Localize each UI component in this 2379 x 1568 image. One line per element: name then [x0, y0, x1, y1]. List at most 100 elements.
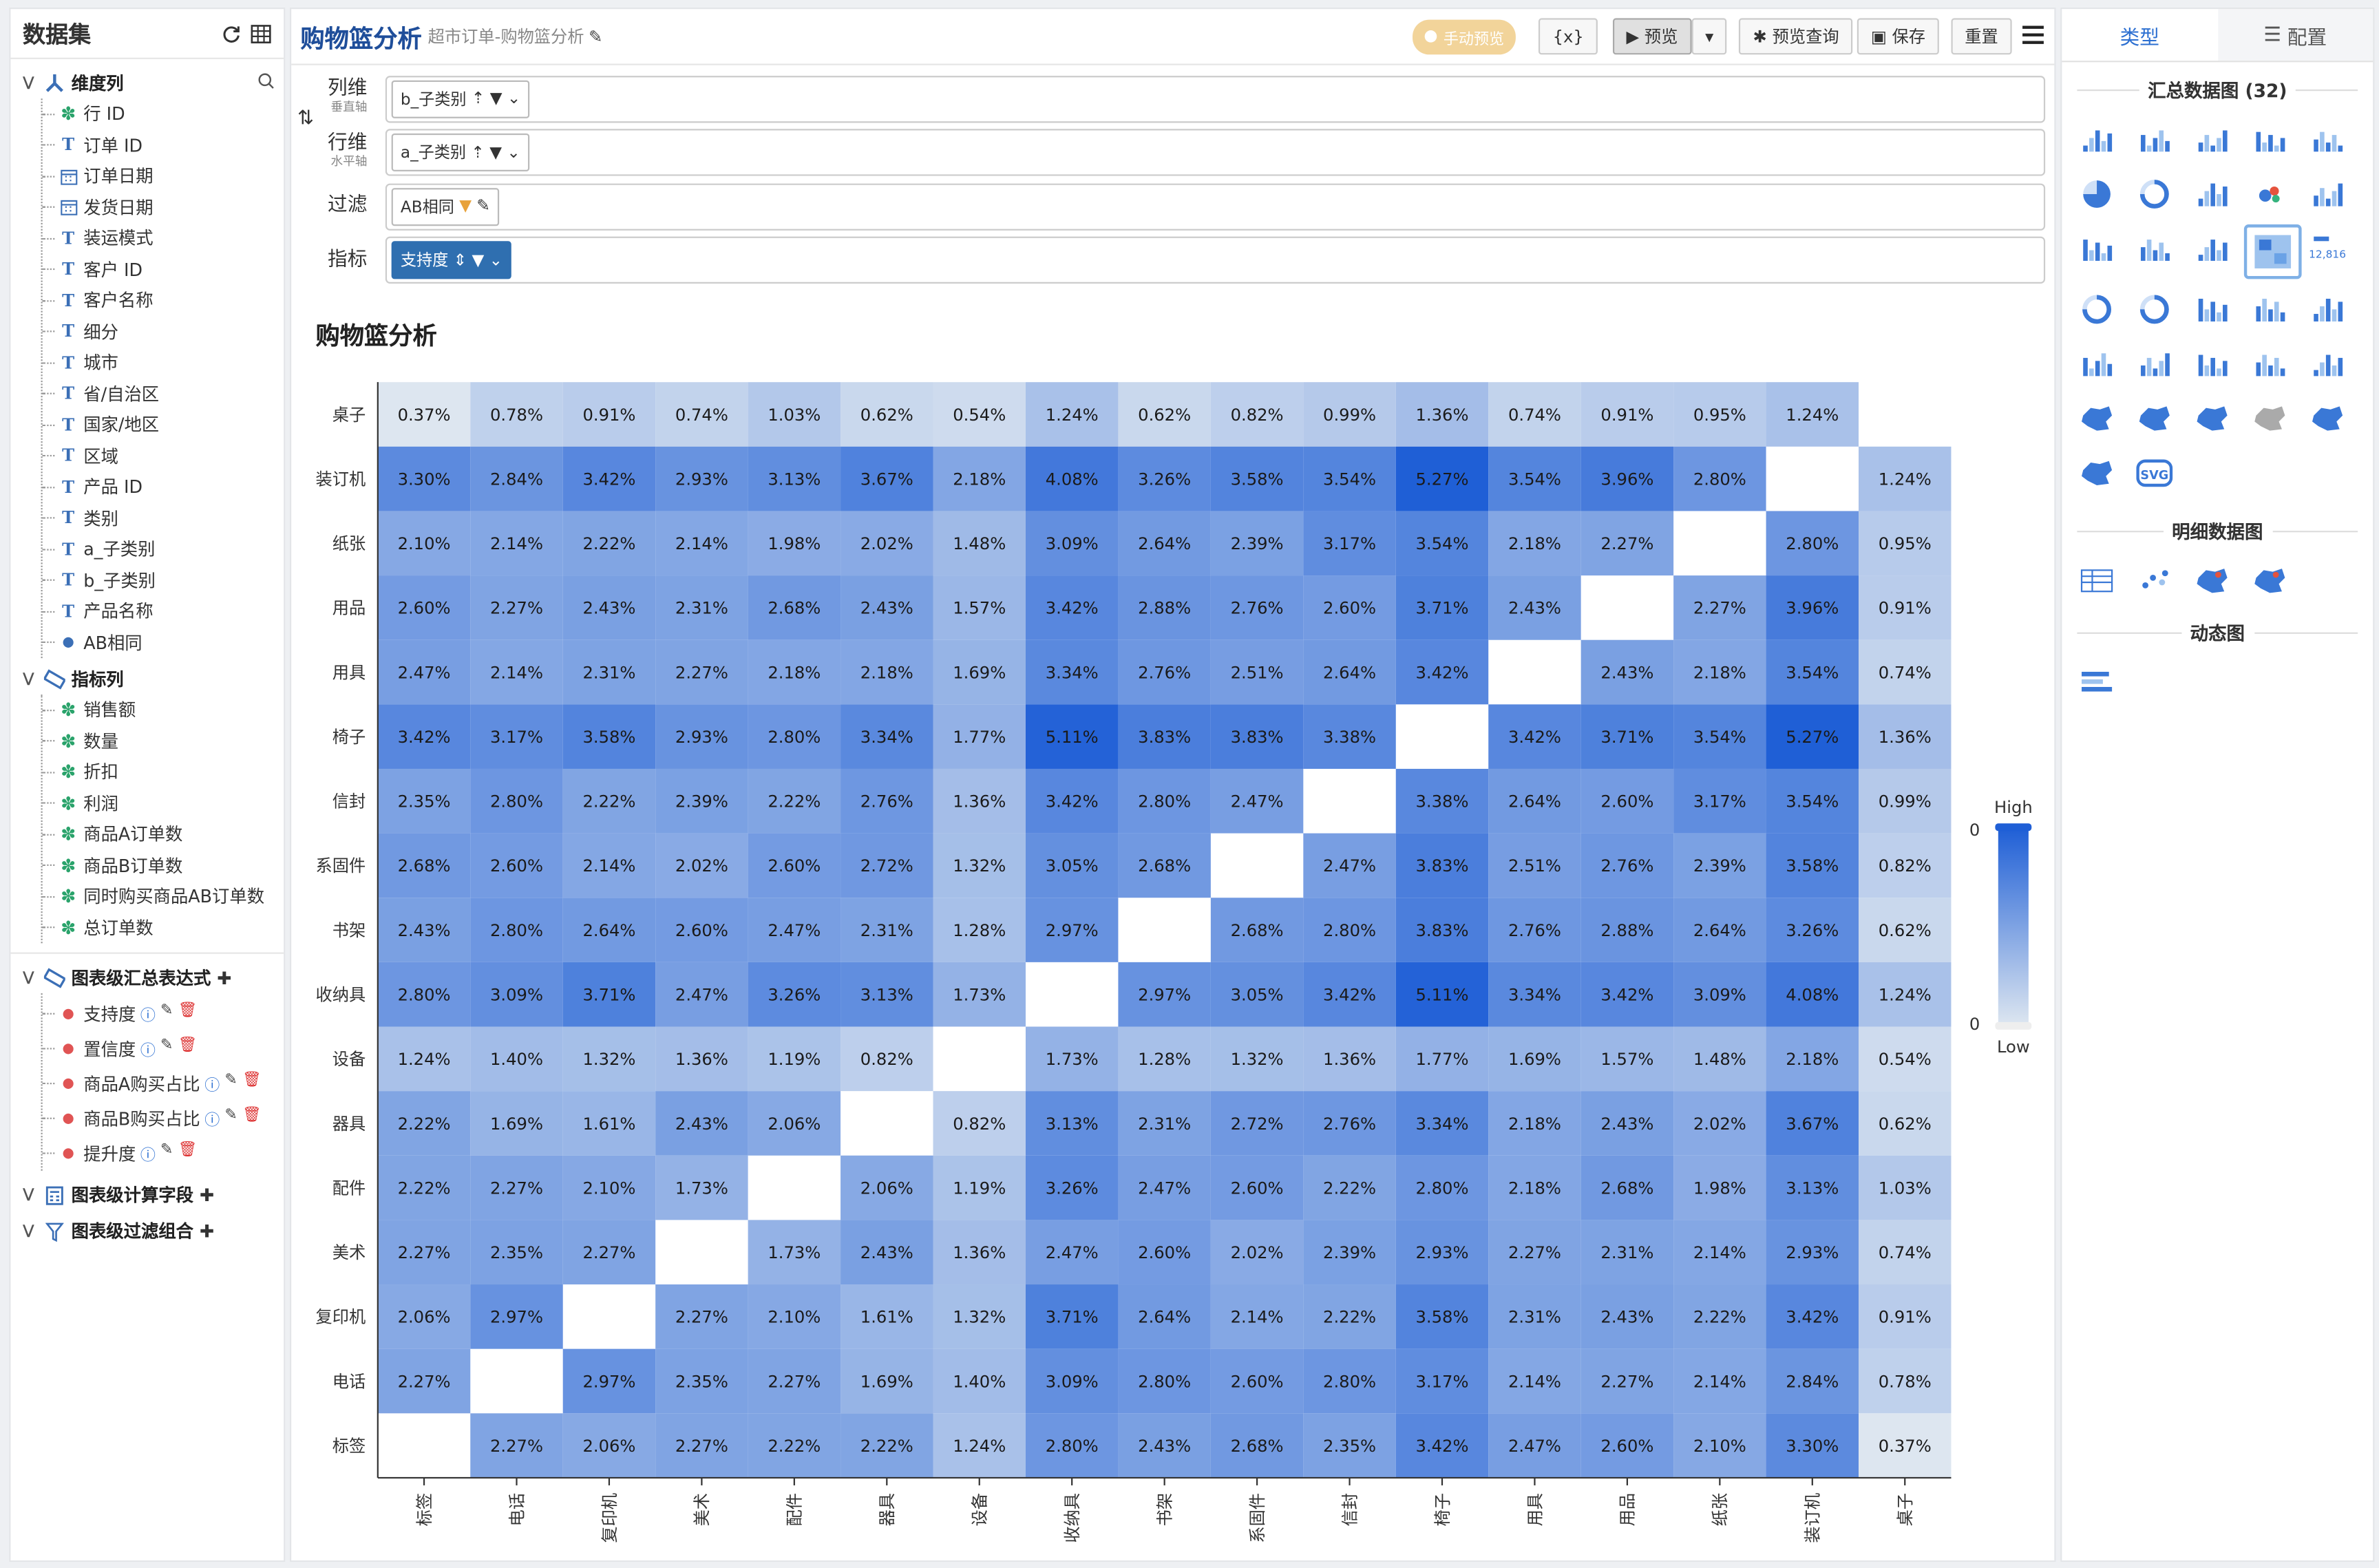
metric-item[interactable]: ✽ 销售额 — [43, 695, 284, 725]
heatmap-cell[interactable] — [840, 382, 933, 447]
preview-button[interactable]: ▶ 预览 — [1612, 18, 1692, 55]
edit-icon[interactable]: ✎ — [160, 1002, 173, 1019]
heatmap-cell[interactable] — [1673, 1284, 1766, 1349]
range-bar-icon[interactable] — [2071, 224, 2123, 273]
stacked-column-icon[interactable] — [2302, 115, 2354, 163]
heatmap-cell[interactable] — [1580, 898, 1674, 962]
heatmap-cell[interactable] — [377, 511, 471, 576]
heatmap-cell[interactable] — [1210, 1026, 1304, 1092]
heatmap-cell[interactable] — [1859, 511, 1952, 576]
heatmap-cell[interactable] — [1118, 639, 1211, 705]
heatmap-cell[interactable] — [1766, 833, 1859, 898]
heatmap-cell[interactable] — [1673, 768, 1766, 834]
heatmap-cell[interactable] — [655, 962, 748, 1027]
heatmap-cell[interactable] — [1673, 446, 1766, 511]
chevron-down-icon[interactable]: ⌄ — [507, 89, 521, 108]
heatmap-cell[interactable] — [1766, 1348, 1859, 1414]
heatmap-cell[interactable] — [933, 1220, 1026, 1285]
heatmap-cell[interactable] — [1025, 1220, 1119, 1285]
heatmap-cell[interactable] — [1025, 1284, 1119, 1349]
expression-item[interactable]: ● 商品A购买占比 ⓘ ✎ 🗑 — [43, 1066, 284, 1101]
heatmap-cell[interactable] — [377, 1026, 471, 1092]
heatmap-cell[interactable] — [1118, 833, 1211, 898]
heatmap-cell[interactable] — [1395, 1155, 1489, 1220]
heatmap-cell[interactable] — [1488, 1155, 1581, 1220]
dimension-item[interactable]: T 客户 ID — [43, 254, 284, 285]
progress-bar-icon[interactable] — [2186, 285, 2238, 333]
heatmap-cell[interactable] — [562, 768, 656, 834]
dimension-item[interactable]: T 省/自治区 — [43, 379, 284, 410]
heatmap-cell[interactable] — [562, 511, 656, 576]
metric-item[interactable]: ✽ 折扣 — [43, 756, 284, 787]
heatmap-cell[interactable] — [1859, 1091, 1952, 1156]
heatmap-cell[interactable] — [1303, 1348, 1396, 1414]
heatmap-cell[interactable] — [748, 1284, 841, 1349]
heatmap-cell[interactable] — [1395, 898, 1489, 962]
heatmap-cell[interactable] — [1210, 575, 1304, 640]
heatmap-cell[interactable] — [1118, 1091, 1211, 1156]
bar-list-icon[interactable] — [2186, 115, 2238, 163]
heatmap-cell[interactable] — [562, 962, 656, 1027]
heatmap-cell[interactable] — [1859, 768, 1952, 834]
heatmap-cell[interactable] — [1210, 1413, 1304, 1478]
heatmap-cell[interactable] — [840, 446, 933, 511]
heatmap-cell[interactable] — [1118, 1155, 1211, 1220]
heatmap-cell[interactable] — [933, 704, 1026, 769]
heatmap-cell[interactable] — [840, 1220, 933, 1285]
heatmap-cell[interactable] — [377, 1220, 471, 1285]
dimension-item[interactable]: T 类别 — [43, 502, 284, 533]
spiral-chart-icon[interactable] — [2186, 170, 2238, 218]
heatmap-cell[interactable] — [1025, 1155, 1119, 1220]
heatmap-cell[interactable] — [562, 1091, 656, 1156]
heatmap-cell[interactable] — [1488, 898, 1581, 962]
heatmap-cell[interactable] — [1025, 639, 1119, 705]
heatmap-cell[interactable] — [1395, 1413, 1489, 1478]
heatmap-cell[interactable] — [933, 768, 1026, 834]
heatmap-cell[interactable] — [933, 446, 1026, 511]
dimension-item[interactable]: T 产品名称 — [43, 596, 284, 627]
filter-icon[interactable]: ▼ — [459, 197, 472, 215]
bubble-chart-icon[interactable] — [2244, 170, 2296, 218]
heatmap-cell[interactable] — [1210, 639, 1304, 705]
collapse-icon[interactable]: ⋁ — [23, 76, 34, 92]
heatmap-cell[interactable] — [562, 898, 656, 962]
heatmap-cell[interactable] — [470, 1284, 563, 1349]
heatmap-cell[interactable] — [1025, 1091, 1119, 1156]
heatmap-cell[interactable] — [1488, 1348, 1581, 1414]
metric-item[interactable]: ✽ 同时购买商品AB订单数 — [43, 881, 284, 912]
collapse-icon[interactable]: ⋁ — [23, 970, 34, 986]
heatmap-cell[interactable] — [1580, 704, 1674, 769]
heatmap-cell[interactable] — [1303, 1091, 1396, 1156]
heatmap-cell[interactable] — [377, 962, 471, 1027]
heatmap-cell[interactable] — [1488, 446, 1581, 511]
delete-icon[interactable]: 🗑 — [178, 1002, 198, 1019]
heatmap-cell[interactable] — [1303, 962, 1396, 1027]
heatmap-cell[interactable] — [1488, 704, 1581, 769]
heatmap-cell[interactable] — [1210, 511, 1304, 576]
ring-chart-icon[interactable] — [2128, 170, 2180, 218]
info-icon[interactable]: ⓘ — [140, 1008, 156, 1026]
heatmap-chart-icon[interactable] — [2243, 224, 2302, 279]
sort-icon[interactable]: ⇕ — [453, 251, 467, 270]
edit-icon[interactable]: ✎ — [476, 197, 490, 215]
heatmap-cell[interactable] — [655, 1284, 748, 1349]
tree-chart-icon[interactable] — [2186, 339, 2238, 388]
edit-icon[interactable]: ✎ — [224, 1072, 237, 1089]
dimension-item[interactable]: T 装运模式 — [43, 223, 284, 254]
heatmap-cell[interactable] — [1859, 1284, 1952, 1349]
info-icon[interactable]: ⓘ — [204, 1113, 220, 1130]
heatmap-cell[interactable] — [1766, 382, 1859, 447]
heatmap-cell[interactable] — [933, 898, 1026, 962]
heatmap-cell[interactable] — [1580, 1220, 1674, 1285]
heatmap-cell[interactable] — [748, 1091, 841, 1156]
heatmap-cell[interactable] — [377, 446, 471, 511]
dimension-item[interactable]: 发货日期 — [43, 192, 284, 223]
heatmap-cell[interactable] — [470, 1091, 563, 1156]
heatmap-cell[interactable] — [470, 1155, 563, 1220]
heatmap-cell[interactable] — [1673, 1413, 1766, 1478]
heatmap-cell[interactable] — [1395, 1348, 1489, 1414]
add-calc-field-icon[interactable]: ✚ — [199, 1184, 215, 1206]
heatmap-cell[interactable] — [1303, 1026, 1396, 1092]
